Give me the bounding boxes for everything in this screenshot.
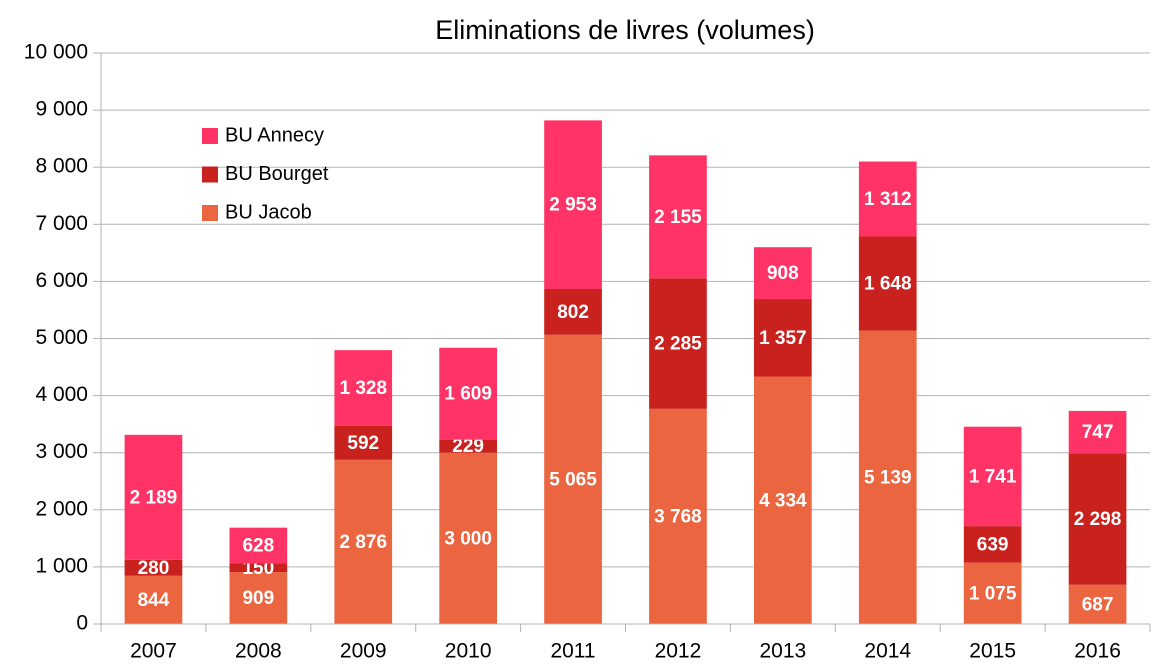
bar-segment xyxy=(649,278,707,409)
bar-segment xyxy=(439,347,497,440)
value-label: 908 xyxy=(767,263,799,284)
value-label: 5 139 xyxy=(864,467,912,488)
value-label: 5 065 xyxy=(549,469,597,490)
y-tick-label: 1 000 xyxy=(35,554,88,577)
y-tick-label: 0 xyxy=(76,612,88,635)
legend-swatch xyxy=(202,205,218,221)
bar-segment xyxy=(754,299,812,377)
value-label: 1 741 xyxy=(969,466,1017,487)
x-tick-label: 2012 xyxy=(655,640,702,663)
value-label: 639 xyxy=(977,534,1009,555)
value-label: 1 609 xyxy=(444,384,492,405)
bar-segment xyxy=(754,247,812,300)
value-label: 3 000 xyxy=(444,528,492,549)
value-label: 1 328 xyxy=(339,378,387,399)
value-label: 2 189 xyxy=(130,487,178,508)
bar-segment xyxy=(858,330,917,624)
bar-segment xyxy=(334,459,393,624)
value-label: 802 xyxy=(557,302,589,323)
value-label: 1 312 xyxy=(864,189,912,210)
bar-segment xyxy=(649,408,707,624)
bar-segment xyxy=(1068,410,1127,454)
bar-segment xyxy=(229,527,288,564)
y-tick-label: 2 000 xyxy=(35,497,88,520)
bar-segment xyxy=(334,350,393,426)
x-tick-label: 2014 xyxy=(864,640,911,663)
value-label: 2 285 xyxy=(654,334,702,355)
y-tick-label: 4 000 xyxy=(35,383,88,406)
value-label: 229 xyxy=(452,436,484,457)
value-label: 1 075 xyxy=(969,583,1017,604)
bar-segment xyxy=(649,155,707,279)
value-label: 909 xyxy=(242,588,274,609)
y-tick-label: 10 000 xyxy=(24,41,88,64)
x-tick-label: 2009 xyxy=(340,640,387,663)
y-tick-label: 7 000 xyxy=(35,212,88,235)
bar-segment xyxy=(754,376,812,624)
bar-segment xyxy=(124,575,183,624)
legend-swatch xyxy=(202,128,218,144)
bar-segment xyxy=(544,288,602,335)
y-tick-label: 9 000 xyxy=(35,98,88,121)
bar-segment xyxy=(1068,453,1127,585)
bar-segment xyxy=(963,426,1022,527)
bar-segment xyxy=(439,439,497,453)
bar-segment xyxy=(229,563,288,573)
y-tick-label: 6 000 xyxy=(35,269,88,292)
value-label: 747 xyxy=(1082,422,1114,443)
y-tick-label: 3 000 xyxy=(35,440,88,463)
bar-segment xyxy=(229,572,288,624)
x-tick-label: 2015 xyxy=(969,640,1016,663)
y-tick-label: 8 000 xyxy=(35,155,88,178)
bar-segment xyxy=(334,425,393,460)
value-label: 2 876 xyxy=(339,532,387,553)
legend-label: BU Bourget xyxy=(225,163,329,185)
bar-segment xyxy=(439,452,497,624)
value-label: 844 xyxy=(138,590,170,611)
value-label: 2 953 xyxy=(549,195,597,216)
value-label: 592 xyxy=(347,433,379,454)
x-tick-label: 2008 xyxy=(235,640,282,663)
value-label: 3 768 xyxy=(654,506,702,527)
value-label: 2 298 xyxy=(1074,509,1122,530)
value-label: 280 xyxy=(138,558,170,579)
legend-label: BU Jacob xyxy=(225,201,312,223)
bar-segment xyxy=(963,562,1022,624)
bar-segment xyxy=(544,334,602,624)
value-label: 1 357 xyxy=(759,328,807,349)
value-label: 4 334 xyxy=(759,490,807,511)
chart-title: Eliminations de livres (volumes) xyxy=(435,15,815,45)
legend-swatch xyxy=(202,166,218,183)
bar-segment xyxy=(124,559,183,576)
bar-segment xyxy=(858,236,917,331)
x-tick-label: 2013 xyxy=(759,640,806,663)
value-label: 628 xyxy=(242,536,274,557)
value-label: 1 648 xyxy=(864,274,912,295)
bar-segment xyxy=(544,120,602,289)
bar-segment xyxy=(963,526,1022,563)
value-label: 2 155 xyxy=(654,207,702,228)
value-label: 687 xyxy=(1082,594,1114,615)
legend-label: BU Annecy xyxy=(225,124,324,146)
bar-segment xyxy=(858,161,917,237)
x-tick-label: 2010 xyxy=(445,640,492,663)
bar-segment xyxy=(124,434,183,560)
x-tick-label: 2011 xyxy=(550,640,595,663)
x-tick-label: 2007 xyxy=(130,640,177,663)
y-tick-label: 5 000 xyxy=(35,326,88,349)
x-tick-label: 2016 xyxy=(1074,640,1121,663)
bar-segment xyxy=(1068,584,1127,624)
